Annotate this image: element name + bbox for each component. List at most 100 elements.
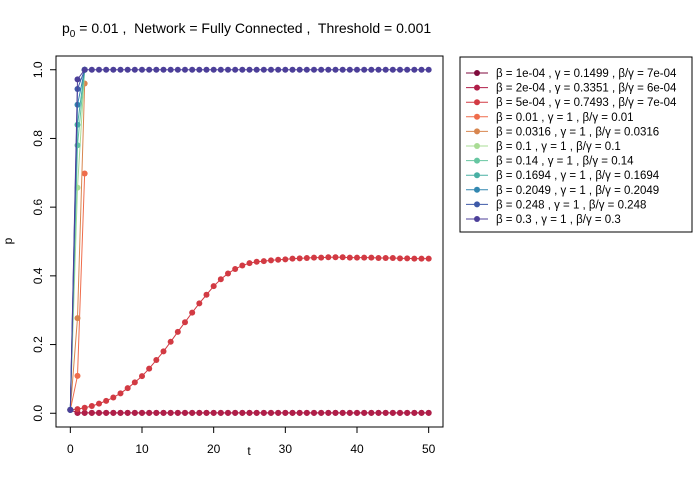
data-point (332, 66, 339, 73)
data-point (88, 403, 95, 410)
data-point (389, 254, 396, 261)
legend-box (459, 56, 693, 233)
data-point (303, 66, 310, 73)
x-tick-label: 50 (422, 442, 436, 456)
data-point (389, 409, 396, 416)
data-point (425, 66, 432, 73)
data-point (375, 409, 382, 416)
data-point (81, 404, 88, 411)
legend-label: β = 0.3 , γ = 1 , β/γ = 0.3 (496, 214, 621, 226)
data-point (311, 409, 317, 416)
data-point (210, 66, 217, 73)
axes: 0 10 20 30 40 50 0.0 0.2 0.4 0.6 0.8 1.0 (31, 61, 436, 456)
data-point (325, 66, 332, 73)
series-3 (67, 254, 432, 413)
data-point (210, 283, 217, 290)
data-point (253, 66, 260, 73)
legend-item-8: β = 0.1694 , γ = 1 , β/γ = 0.1694 (466, 170, 660, 182)
data-point (289, 66, 296, 73)
data-point (382, 409, 389, 416)
series-2 (67, 406, 432, 416)
data-point (153, 357, 160, 364)
title-rest: = 0.01 , Network = Fully Connected , Thr… (75, 20, 431, 36)
legend-marker (474, 113, 480, 120)
data-point (88, 66, 95, 73)
x-tick-label: 30 (279, 442, 293, 456)
y-tick-label: 0.8 (31, 130, 45, 147)
data-point (296, 409, 303, 416)
data-point (110, 394, 117, 401)
data-point (253, 258, 260, 265)
data-point (167, 66, 174, 73)
data-point (425, 255, 432, 262)
data-point (260, 66, 267, 73)
data-point (203, 291, 210, 298)
data-point (318, 66, 325, 73)
data-point (139, 409, 145, 416)
data-point (74, 372, 81, 379)
data-point (354, 409, 360, 416)
legend-label: β = 0.01 , γ = 1 , β/γ = 0.01 (496, 112, 634, 124)
y-tick-label: 0.4 (31, 267, 45, 284)
x-tick-label: 10 (135, 442, 149, 456)
data-point (160, 348, 167, 355)
data-point (268, 409, 274, 416)
data-point (239, 409, 246, 416)
data-point (404, 409, 411, 416)
data-point (217, 66, 224, 73)
data-point (182, 409, 188, 416)
data-point (425, 409, 432, 416)
data-point (354, 66, 360, 73)
legend-item-7: β = 0.14 , γ = 1 , β/γ = 0.14 (466, 156, 634, 168)
data-point (289, 409, 296, 416)
data-point (96, 66, 102, 73)
legend-marker (474, 143, 480, 149)
x-axis-label: t (247, 444, 251, 458)
series-11 (67, 66, 432, 413)
legend-label: β = 0.2049 , γ = 1 , β/γ = 0.2049 (496, 185, 659, 197)
legend-item-11: β = 0.3 , γ = 1 , β/γ = 0.3 (466, 214, 621, 226)
data-point (117, 66, 124, 73)
chart-title: p0 = 0.01 , Network = Fully Connected , … (62, 20, 431, 40)
data-point (260, 258, 267, 265)
data-point (354, 254, 360, 261)
data-point (153, 409, 160, 416)
data-point (318, 409, 325, 416)
y-tick-label: 0.2 (31, 336, 45, 353)
data-point (103, 397, 110, 404)
data-point (282, 409, 289, 416)
data-point (131, 379, 138, 386)
data-point (232, 265, 239, 272)
data-point (411, 66, 418, 73)
data-point (246, 66, 253, 73)
legend-label: β = 0.14 , γ = 1 , β/γ = 0.14 (496, 156, 634, 168)
legend-item-9: β = 0.2049 , γ = 1 , β/γ = 0.2049 (466, 185, 659, 197)
data-point (217, 409, 224, 416)
data-point (325, 409, 332, 416)
data-point (303, 409, 310, 416)
data-point (311, 254, 317, 261)
data-point (139, 373, 145, 380)
data-point (361, 254, 368, 261)
data-point (189, 309, 196, 316)
x-tick-label: 40 (350, 442, 364, 456)
data-point (225, 409, 231, 416)
legend-label: β = 0.1694 , γ = 1 , β/γ = 0.1694 (496, 170, 660, 182)
data-point (131, 66, 138, 73)
x-tick-label: 20 (207, 442, 221, 456)
data-point (303, 254, 310, 261)
legend-marker (474, 128, 480, 135)
data-point (260, 409, 267, 416)
data-point (160, 409, 167, 416)
legend-item-5: β = 0.0316 , γ = 1 , β/γ = 0.0316 (466, 126, 659, 138)
data-point (418, 66, 425, 73)
legend-item-4: β = 0.01 , γ = 1 , β/γ = 0.01 (466, 112, 634, 124)
legend-marker (474, 172, 480, 179)
legend-marker (474, 84, 480, 91)
legend-item-3: β = 5e-04 , γ = 0.7493 , β/γ = 7e-04 (466, 97, 677, 109)
data-point (196, 300, 203, 307)
y-tick-label: 0.6 (31, 198, 45, 215)
data-point (74, 76, 81, 83)
data-point (397, 66, 403, 73)
